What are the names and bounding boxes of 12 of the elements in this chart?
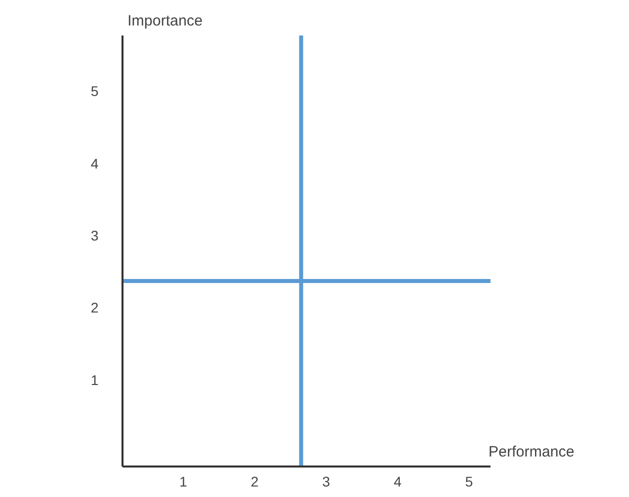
y-tick-label: 4	[90, 155, 99, 172]
x-tick-label: 1	[179, 474, 188, 490]
x-tick-label: 5	[465, 474, 474, 490]
y-tick-label: 1	[90, 372, 99, 388]
y-tick-label: 5	[90, 83, 99, 100]
y-axis-title: Importance	[128, 12, 203, 30]
x-tick-label: 4	[394, 474, 402, 490]
x-tick-label: 2	[250, 474, 259, 490]
y-tick-label: 3	[90, 227, 99, 244]
x-tick-label: 3	[322, 474, 330, 490]
y-tick-label: 2	[90, 300, 99, 316]
x-axis-title: Performance	[488, 444, 574, 460]
